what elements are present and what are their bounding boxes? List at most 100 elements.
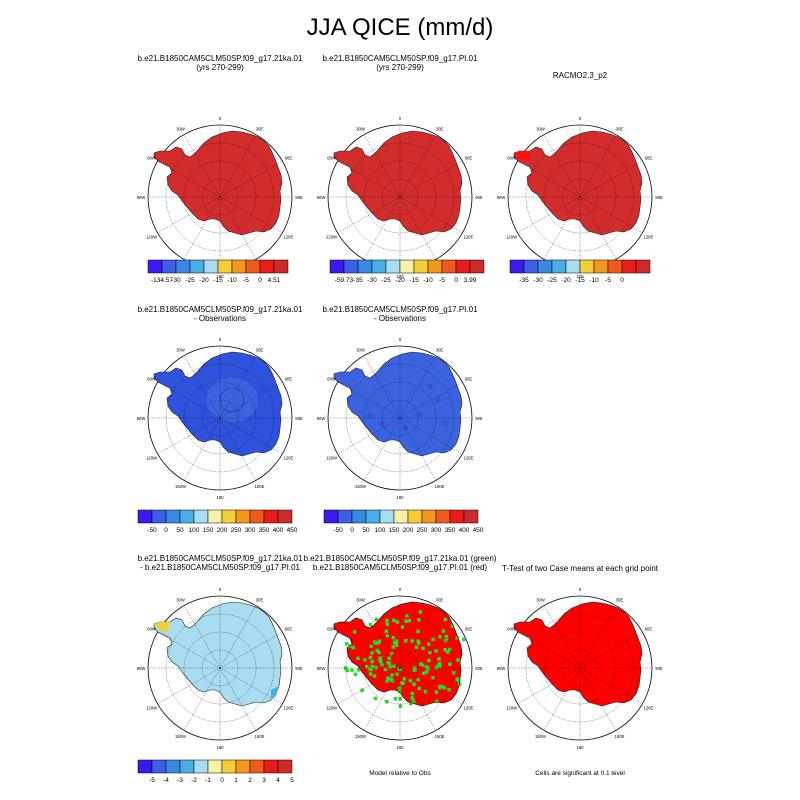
lon-tick-label: 0 <box>579 116 582 121</box>
colorbar-tick-label: -30 <box>171 277 181 284</box>
lon-tick-label: 120E <box>644 705 654 710</box>
lon-tick-label: 60E <box>645 626 653 631</box>
grid-cell <box>393 697 398 701</box>
grid-cell <box>365 665 369 669</box>
lon-tick-label: 30W <box>176 126 185 131</box>
lon-tick-label: 60W <box>327 155 336 160</box>
colorbar-swatch <box>231 259 247 274</box>
colorbar-swatch <box>245 259 261 274</box>
grid-cell <box>385 633 390 638</box>
lon-tick-label: 120E <box>464 455 474 460</box>
colorbar-tick-label: 200 <box>403 527 414 534</box>
grid-cell <box>391 645 395 649</box>
colorbar: -50 0 50 100 150 200 250 300 350 400 450 <box>323 509 488 542</box>
grid-cell <box>416 629 420 634</box>
colorbar-tick-label: -15 <box>575 277 585 284</box>
grid-cell <box>385 622 390 627</box>
colorbar-swatch <box>221 759 237 774</box>
colorbar-tick-label: -10 <box>227 277 237 284</box>
lon-tick-label: 30E <box>436 126 444 131</box>
grid-cell <box>418 610 423 614</box>
grid-cell <box>385 700 389 704</box>
colorbar-swatch <box>579 259 595 274</box>
colorbar-tick-label: 150 <box>389 527 400 534</box>
grid-cell <box>443 617 448 622</box>
grid-cell <box>456 658 460 662</box>
colorbar-tick-label: 350 <box>445 527 456 534</box>
lon-tick-label: 30E <box>256 347 264 352</box>
colorbar-tick-label: -30 <box>367 277 377 284</box>
grid-cell <box>437 661 442 666</box>
colorbar-swatch <box>621 259 637 274</box>
grid-cell <box>395 672 399 676</box>
colorbar-swatch <box>551 259 567 274</box>
continent-outline <box>333 601 463 707</box>
colorbar-tick-label: -2 <box>191 777 197 784</box>
grid-cell <box>434 649 438 653</box>
colorbar-swatch <box>329 259 345 274</box>
lon-tick-label: 60E <box>645 155 653 160</box>
lon-tick-label: 30E <box>436 597 444 602</box>
grid-cell <box>345 668 350 673</box>
polar-map: 0 30E 60E 90E 120E 150E 180 150W 120W 90W 60W 30W <box>497 587 663 750</box>
continent-fill <box>153 601 283 707</box>
colorbar-swatch <box>323 509 339 524</box>
grid-cell <box>383 667 388 672</box>
grid-cell <box>428 650 432 655</box>
panel-title: RACMO2.3_p2 <box>460 71 700 81</box>
colorbar-swatch <box>455 259 471 274</box>
lon-tick-label: 90W <box>137 416 146 421</box>
colorbar-swatch <box>509 259 525 274</box>
lon-tick-label: 60W <box>147 376 156 381</box>
lon-tick-label: 60E <box>285 626 293 631</box>
colorbar-tick-label: -30 <box>533 277 543 284</box>
lon-tick-label: 180 <box>577 745 585 750</box>
grid-cell <box>416 677 421 682</box>
panel-title: b.e21.B1850CAM5CLM50SP.f09_g17.21ka.01 (… <box>280 554 520 572</box>
panel-title-line1: b.e21.B1850CAM5CLM50SP.f09_g17.21ka.01 <box>137 305 303 314</box>
lon-tick-label: 90E <box>475 416 483 421</box>
grid-cell <box>412 682 416 686</box>
grid-cell <box>386 676 390 680</box>
grid-cell <box>384 629 389 633</box>
grid-cell <box>417 641 421 645</box>
colorbar-swatch <box>427 259 443 274</box>
graticule <box>508 596 652 740</box>
peninsula-anomaly <box>514 151 530 161</box>
lon-tick-label: 120W <box>326 234 337 239</box>
grid-cell <box>356 668 361 672</box>
colorbar-swatch <box>263 759 279 774</box>
grid-cell <box>455 677 460 681</box>
panel-title-line1: b.e21.B1850CAM5CLM50SP.f09_g17.21ka.01 <box>137 554 303 563</box>
figure-title: JJA QICE (mm/d) <box>306 14 494 41</box>
panel-title-line2: (yrs 270-299) <box>196 62 244 72</box>
lon-tick-label: 60E <box>465 626 473 631</box>
colorbar-swatch <box>165 509 181 524</box>
lon-tick-label: 180 <box>217 495 225 500</box>
grid-cell <box>379 421 385 427</box>
colorbar-tick-label: 0 <box>620 277 624 284</box>
colorbar-swatch <box>607 259 623 274</box>
lon-tick-label: 60W <box>147 626 156 631</box>
colorbar-swatch <box>207 509 223 524</box>
colorbar-tick-label: 0 <box>454 277 458 284</box>
lon-tick-label: 90W <box>137 195 146 200</box>
lon-tick-label: 180 <box>397 745 405 750</box>
grid-cell <box>411 699 416 704</box>
colorbar-swatch <box>193 759 209 774</box>
lon-tick-label: 30E <box>436 347 444 352</box>
grid-cell <box>435 397 441 403</box>
colorbar-swatch <box>449 509 465 524</box>
colorbar-swatch <box>523 259 539 274</box>
grid-cell <box>434 699 439 704</box>
colorbar: -35 -30 -25 -20 -15 -10 -5 0 <box>509 259 660 292</box>
grid-cell <box>424 670 429 674</box>
panel-title-line1: b.e21.B1850CAM5CLM50SP.f09_g17.21ka.01 (… <box>303 554 497 563</box>
grid-cell <box>437 657 441 661</box>
grid-cell <box>370 659 374 664</box>
lon-tick-label: 150W <box>175 484 186 489</box>
colorbar-swatch <box>635 259 651 274</box>
grid-cell <box>410 639 414 643</box>
grid-cell <box>398 704 403 708</box>
lon-tick-label: 180 <box>397 274 405 279</box>
